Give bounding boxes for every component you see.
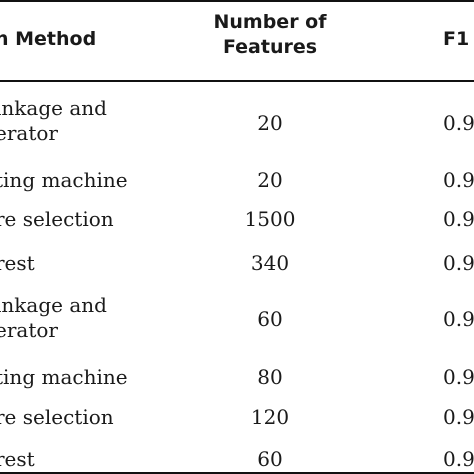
- row-3-method: re selection: [0, 207, 114, 231]
- header-rule: [0, 80, 474, 82]
- row-1-features: 20: [257, 111, 283, 135]
- row-8-features: 60: [257, 447, 283, 471]
- header-features: Number of Features: [205, 10, 335, 60]
- row-4-f1: 0.9: [443, 251, 474, 275]
- row-3-f1: 0.9: [443, 207, 474, 231]
- row-3-features: 1500: [244, 207, 296, 231]
- row-5-method-line1: inkage and: [0, 293, 107, 317]
- row-7-f1: 0.9: [443, 405, 474, 429]
- row-1-f1: 0.9: [443, 111, 474, 135]
- row-1-method-line1: inkage and: [0, 96, 107, 120]
- row-2-f1: 0.9: [443, 168, 474, 192]
- row-5-f1: 0.9: [443, 307, 474, 331]
- row-5-features: 60: [257, 307, 283, 331]
- row-6-method: ting machine: [0, 365, 128, 389]
- table-top-rule: [0, 0, 474, 2]
- header-method: n Method: [0, 28, 97, 50]
- row-5-method-line2: erator: [0, 318, 58, 342]
- row-2-features: 20: [257, 168, 283, 192]
- header-features-line1: Number of: [213, 11, 327, 33]
- header-f1: F1 Me: [443, 28, 474, 50]
- row-8-f1: 0.9: [443, 447, 474, 471]
- row-6-f1: 0.9: [443, 365, 474, 389]
- header-features-line2: Features: [222, 36, 318, 58]
- row-4-method: rest: [0, 251, 35, 275]
- row-6-features: 80: [257, 365, 283, 389]
- row-2-method: ting machine: [0, 168, 128, 192]
- row-1-method-line2: erator: [0, 121, 58, 145]
- row-8-method: rest: [0, 447, 35, 471]
- row-7-method: re selection: [0, 405, 114, 429]
- row-7-features: 120: [250, 405, 290, 429]
- table-bottom-rule: [0, 472, 474, 474]
- row-4-features: 340: [250, 251, 290, 275]
- row-1-method: inkage and erator: [0, 96, 107, 146]
- row-5-method: inkage and erator: [0, 293, 107, 343]
